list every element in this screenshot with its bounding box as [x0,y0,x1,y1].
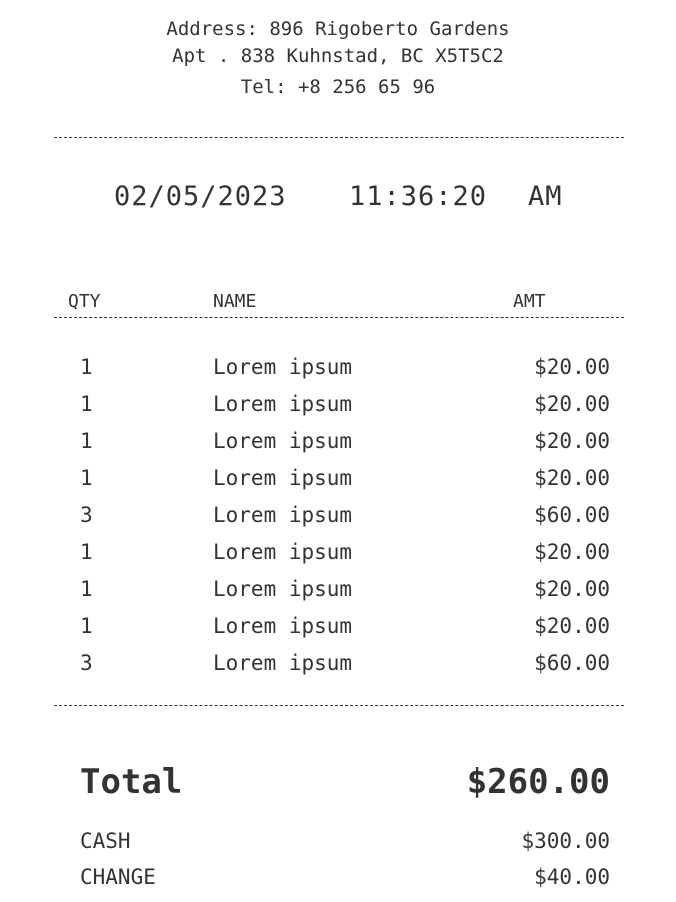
item-qty: 1 [80,540,93,564]
receipt-ampm: AM [528,181,563,212]
column-header-name: NAME [213,291,257,312]
item-amount: $20.00 [534,577,610,601]
item-qty: 1 [80,392,93,416]
item-amount: $20.00 [534,429,610,453]
item-qty: 1 [80,577,93,601]
item-amount: $20.00 [534,392,610,416]
cash-value: $300.00 [521,829,610,853]
item-qty: 1 [80,614,93,638]
item-qty: 1 [80,466,93,490]
divider-top [54,137,624,138]
column-header-qty: QTY [68,291,101,312]
divider-bottom [54,705,624,706]
item-amount: $20.00 [534,540,610,564]
item-qty: 3 [80,651,93,675]
item-name: Lorem ipsum [213,355,353,379]
item-amount: $20.00 [534,355,610,379]
item-name: Lorem ipsum [213,577,353,601]
item-name: Lorem ipsum [213,429,353,453]
item-qty: 1 [80,429,93,453]
item-name: Lorem ipsum [213,540,353,564]
item-name: Lorem ipsum [213,466,353,490]
item-name: Lorem ipsum [213,392,353,416]
item-amount: $20.00 [534,466,610,490]
cash-label: CASH [80,829,131,853]
apt-line: Apt . 838 Kuhnstad, BC X5T5C2 [172,45,504,67]
item-name: Lorem ipsum [213,614,353,638]
item-qty: 1 [80,355,93,379]
item-qty: 3 [80,503,93,527]
change-value: $40.00 [534,865,610,889]
item-amount: $60.00 [534,503,610,527]
total-label: Total [80,762,183,802]
item-amount: $20.00 [534,614,610,638]
column-header-amt: AMT [513,291,546,312]
address-line: Address: 896 Rigoberto Gardens [166,18,510,40]
receipt-date: 02/05/2023 [114,181,287,212]
item-name: Lorem ipsum [213,503,353,527]
tel-line: Tel: +8 256 65 96 [240,76,436,98]
change-label: CHANGE [80,865,156,889]
divider-columns [54,317,624,318]
item-name: Lorem ipsum [213,651,353,675]
total-value: $260.00 [466,762,610,802]
item-amount: $60.00 [534,651,610,675]
receipt-time: 11:36:20 [349,181,488,212]
